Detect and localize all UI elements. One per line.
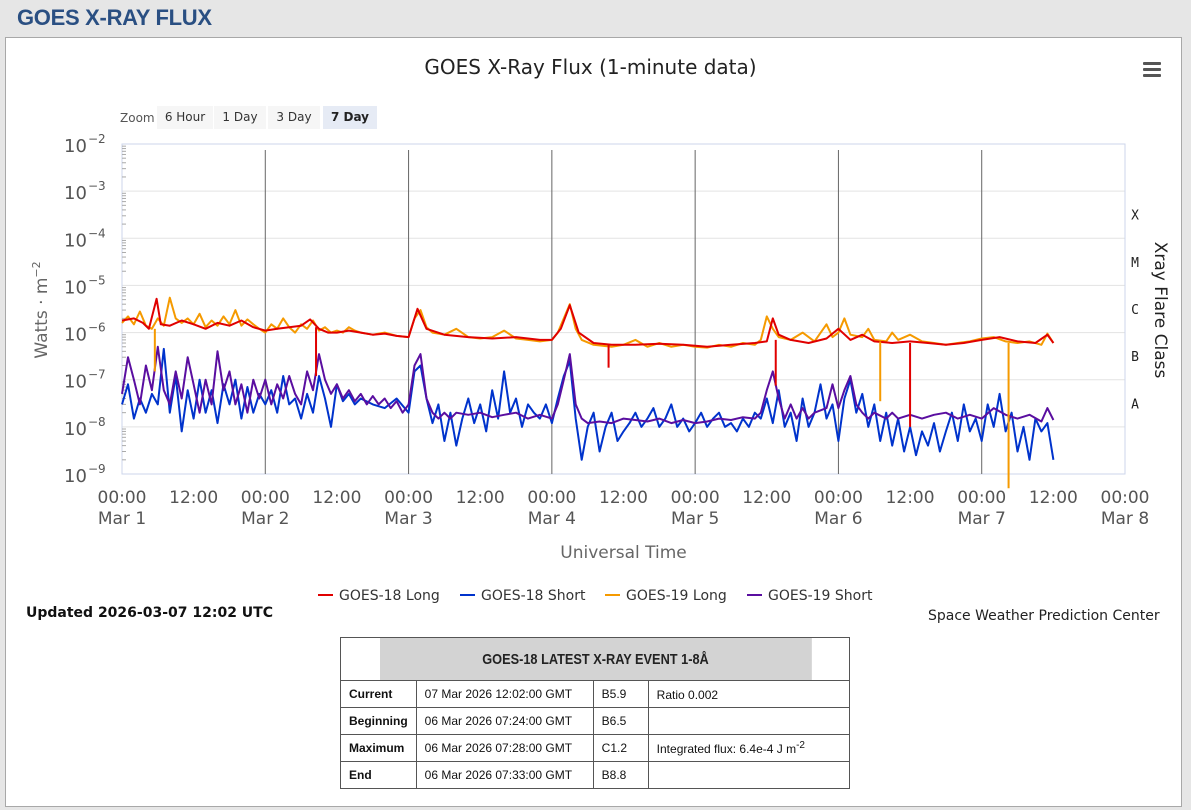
x-tick-time-label: 12:00 — [312, 488, 361, 508]
y2-axis-title: Xray Flare Class — [1150, 242, 1170, 379]
y-tick-exponent: −4 — [88, 226, 106, 240]
y-tick-exponent: −5 — [88, 273, 106, 287]
row-time: 06 Mar 2026 07:24:00 GMT — [415, 707, 594, 735]
x-tick-date-label: Mar 3 — [384, 509, 432, 529]
row-label: Beginning — [340, 707, 417, 735]
row-class: B8.8 — [592, 761, 649, 789]
x-tick-date-label: Mar 4 — [528, 509, 576, 529]
x-tick-date-label: Mar 6 — [814, 509, 862, 529]
xray-event-table: GOES-18 LATEST X-RAY EVENT 1-8Å Current … — [340, 637, 851, 789]
x-axis-title: Universal Time — [560, 543, 686, 563]
x-tick-date-label: Mar 8 — [1101, 509, 1149, 529]
x-tick-time-label: 00:00 — [384, 488, 433, 508]
row-class: C1.2 — [592, 734, 649, 762]
row-extra — [647, 761, 851, 789]
x-tick-time-label: 00:00 — [241, 488, 290, 508]
row-extra — [647, 707, 851, 735]
y-tick-label: 10 — [64, 136, 87, 157]
zoom-1-day-button[interactable]: 1 Day — [214, 106, 266, 129]
y-tick-label: 10 — [64, 183, 87, 204]
legend-item-label: GOES-19 Short — [768, 588, 873, 604]
row-extra: Ratio 0.002 — [647, 680, 851, 708]
zoom-7-day-button[interactable]: 7 Day — [323, 106, 377, 129]
table-row: End 06 Mar 2026 07:33:00 GMT B8.8 — [340, 761, 851, 789]
x-tick-date-label: Mar 2 — [241, 509, 289, 529]
flare-class-label: A — [1131, 397, 1139, 412]
y-tick-exponent: −7 — [88, 368, 106, 382]
y-tick-exponent: −6 — [88, 321, 106, 335]
x-tick-time-label: 12:00 — [1029, 488, 1078, 508]
x-tick-time-label: 12:00 — [886, 488, 935, 508]
series-line-goes-18-long — [121, 297, 1055, 348]
y-tick-label: 10 — [64, 325, 87, 346]
row-class: B6.5 — [592, 707, 649, 735]
x-tick-time-label: 12:00 — [742, 488, 791, 508]
flare-class-label: B — [1131, 350, 1139, 365]
x-tick-time-label: 12:00 — [599, 488, 648, 508]
series-line-goes-19-long — [121, 296, 1055, 349]
x-tick-time-label: 00:00 — [98, 488, 147, 508]
x-tick-date-label: Mar 7 — [958, 509, 1006, 529]
zoom-6-hour-button[interactable]: 6 Hour — [157, 106, 213, 129]
x-tick-date-label: Mar 1 — [98, 509, 146, 529]
x-tick-date-label: Mar 5 — [671, 509, 719, 529]
y-tick-exponent: −2 — [88, 132, 106, 146]
row-class: B5.9 — [592, 680, 649, 708]
y-tick-label: 10 — [64, 419, 87, 440]
y-tick-exponent: −8 — [88, 415, 106, 429]
y-axis-title: Watts · m−2 — [30, 261, 52, 358]
row-time: 06 Mar 2026 07:33:00 GMT — [415, 761, 594, 789]
updated-timestamp: Updated 2026-03-07 12:02 UTC — [26, 605, 273, 621]
y-tick-exponent: −3 — [88, 179, 106, 193]
legend-item-label: GOES-18 Short — [481, 588, 586, 604]
table-row: Beginning 06 Mar 2026 07:24:00 GMT B6.5 — [340, 707, 851, 735]
row-label: Current — [340, 680, 417, 708]
flare-class-label: C — [1131, 303, 1139, 318]
y-axis-title-exponent: −2 — [30, 261, 43, 277]
plot-area — [121, 143, 1126, 475]
y-tick-label: 10 — [64, 466, 87, 487]
chart-title: GOES X-Ray Flux (1-minute data) — [424, 55, 757, 79]
x-tick-time-label: 00:00 — [957, 488, 1006, 508]
row-extra: Integrated flux: 6.4e-4 J m-2 — [647, 734, 851, 762]
x-tick-time-label: 00:00 — [1101, 488, 1150, 508]
x-tick-time-label: 00:00 — [527, 488, 576, 508]
row-label: End — [340, 761, 417, 789]
credit-text: Space Weather Prediction Center — [928, 608, 1160, 624]
flare-class-label: M — [1131, 256, 1139, 271]
row-time: 06 Mar 2026 07:28:00 GMT — [415, 734, 594, 762]
hamburger-menu-icon[interactable] — [1143, 62, 1161, 78]
y-tick-label: 10 — [64, 277, 87, 298]
x-tick-time-label: 00:00 — [814, 488, 863, 508]
row-time: 07 Mar 2026 12:02:00 GMT — [415, 680, 594, 708]
legend-item-label: GOES-19 Long — [626, 588, 727, 604]
zoom-3-day-button[interactable]: 3 Day — [268, 106, 320, 129]
page-title: GOES X-RAY FLUX — [17, 5, 212, 30]
table-row: Current 07 Mar 2026 12:02:00 GMT B5.9 Ra… — [340, 680, 851, 708]
x-tick-time-label: 12:00 — [169, 488, 218, 508]
series-line-goes-18-short — [121, 347, 1055, 461]
y-tick-label: 10 — [64, 372, 87, 393]
table-row: Maximum 06 Mar 2026 07:28:00 GMT C1.2 In… — [340, 734, 851, 762]
series-line-goes-19-short — [121, 345, 1055, 425]
zoom-label: Zoom — [120, 111, 155, 125]
bottom-tab-strip[interactable] — [10, 805, 380, 810]
legend-item-label: GOES-18 Long — [339, 588, 440, 604]
x-tick-time-label: 12:00 — [456, 488, 505, 508]
row-label: Maximum — [340, 734, 417, 762]
y-tick-exponent: −9 — [88, 462, 106, 476]
flare-class-label: X — [1131, 209, 1139, 224]
y-tick-label: 10 — [64, 230, 87, 251]
x-tick-time-label: 00:00 — [671, 488, 720, 508]
event-table-header: GOES-18 LATEST X-RAY EVENT 1-8Å — [378, 637, 812, 681]
